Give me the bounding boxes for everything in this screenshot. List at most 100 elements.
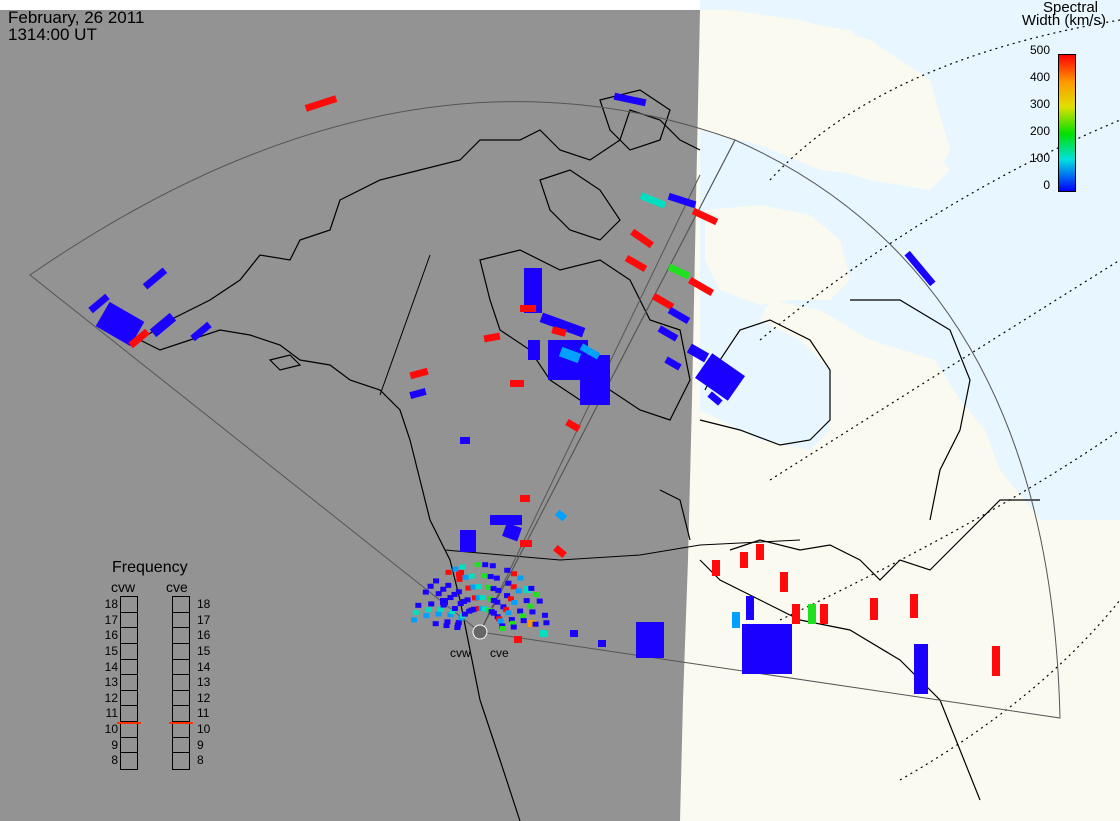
scatter-cell: [542, 612, 549, 618]
scatter-cell: [449, 609, 456, 615]
frequency-radar-cve: cve: [166, 579, 188, 595]
scatter-cell: [459, 564, 466, 570]
radar-site-marker: [472, 624, 488, 640]
scatter-cell: [732, 612, 740, 628]
scatter-cell: [461, 598, 468, 604]
scatter-cell: [128, 328, 150, 349]
frequency-cell: [173, 675, 189, 691]
scatter-cell: [543, 620, 550, 626]
scatter-cell: [780, 572, 788, 592]
colorbar-title-line1: Spectral: [1042, 0, 1098, 16]
scatter-cell: [508, 617, 515, 623]
scatter-cell: [415, 602, 422, 608]
scatter-cell: [551, 326, 567, 337]
frequency-label: 10: [104, 722, 118, 737]
scatter-cell: [451, 591, 458, 597]
colorbar-tick: 100: [1029, 151, 1050, 165]
scatter-cell: [524, 268, 542, 313]
scatter-cell: [475, 584, 482, 590]
scatter-cell: [443, 623, 450, 629]
frequency-label: 12: [104, 690, 118, 705]
colorbar-tick: 300: [1029, 97, 1050, 111]
scatter-cell: [455, 589, 462, 595]
scatter-cell: [570, 630, 578, 637]
scatter-cell: [532, 621, 539, 627]
colorbar-tick: 0: [1043, 178, 1050, 192]
colorbar-tick: 200: [1029, 124, 1050, 138]
scatter-cell: [409, 367, 429, 380]
scatter-cell: [707, 391, 723, 406]
scatter-cell: [651, 292, 675, 311]
scatter-cell: [515, 588, 522, 594]
scatter-cell: [461, 611, 468, 617]
scatter-cell: [553, 544, 567, 559]
scatter-cell: [447, 612, 454, 618]
frequency-radar-cvw: cvw: [111, 579, 136, 595]
scatter-cell: [630, 228, 654, 249]
frequency-scale-cve: [169, 596, 193, 770]
frequency-scale-cvw: [117, 596, 141, 770]
scatter-cell: [409, 388, 427, 399]
scatter-cell: [479, 595, 486, 601]
colorbar: [1058, 54, 1076, 192]
scatter-cell: [529, 609, 536, 615]
frequency-label: 17: [197, 612, 211, 627]
frequency-cell: [173, 722, 189, 738]
scatter-cell: [504, 567, 511, 573]
scatter-cell: [554, 509, 568, 522]
scatter-cell: [742, 624, 792, 674]
frequency-cell: [173, 613, 189, 629]
scatter-cell: [88, 293, 110, 314]
scatter-cell: [495, 587, 502, 593]
scatter-cell: [440, 602, 447, 608]
scatter-cell: [456, 576, 463, 582]
colorbar-title-line2: Width (km/s): [1021, 12, 1106, 29]
frequency-label: 17: [104, 612, 118, 627]
scatter-cell: [992, 646, 1000, 676]
scatter-cell: [507, 596, 514, 602]
frequency-label: 11: [197, 706, 210, 721]
scatter-cell: [435, 591, 442, 597]
scatter-cell: [712, 560, 720, 576]
scatter-cell: [460, 437, 470, 444]
scatter-cell: [304, 95, 338, 112]
scatter-cell: [746, 596, 754, 620]
scatter-cell: [95, 301, 145, 347]
scatter-cell: [532, 592, 539, 598]
scatter-cell: [422, 589, 429, 595]
scatter-cell: [756, 544, 764, 560]
scatter-cell: [445, 582, 452, 588]
day-land: [700, 10, 1120, 821]
scatter-cell: [624, 254, 648, 273]
scatter-cell: [411, 617, 418, 623]
scatter-cell: [437, 606, 444, 612]
scatter-cell: [520, 618, 527, 624]
scatter-cell: [465, 585, 472, 591]
scatter-cell: [792, 604, 800, 624]
frequency-cell: [121, 738, 137, 754]
scatter-cell: [657, 325, 679, 342]
scatter-cell: [579, 343, 601, 360]
scatter-cell: [499, 623, 506, 629]
radar-label-cve: cve: [490, 646, 509, 660]
scatter-cell: [740, 552, 748, 568]
colorbar-tick: 500: [1029, 43, 1050, 57]
scatter-cell: [870, 598, 878, 620]
scatter-cell: [499, 625, 506, 631]
scatter-cell: [540, 630, 548, 637]
date-label: February, 26 2011: [8, 8, 145, 27]
frequency-cell: [121, 628, 137, 644]
scatter-cell: [509, 620, 516, 626]
scatter-cell: [456, 570, 464, 577]
borders: [379, 254, 801, 561]
frequency-label: 15: [104, 643, 118, 658]
radar-label-cvw: cvw: [450, 646, 471, 660]
scatter-cell: [427, 583, 434, 589]
scatter-cell: [667, 306, 691, 325]
scatter-cell: [503, 607, 510, 613]
frequency-cell: [121, 706, 137, 723]
scatter-cell: [487, 574, 494, 580]
frequency-label: 12: [197, 690, 211, 705]
scatter-cell: [639, 192, 667, 209]
scatter-cell: [460, 530, 476, 552]
